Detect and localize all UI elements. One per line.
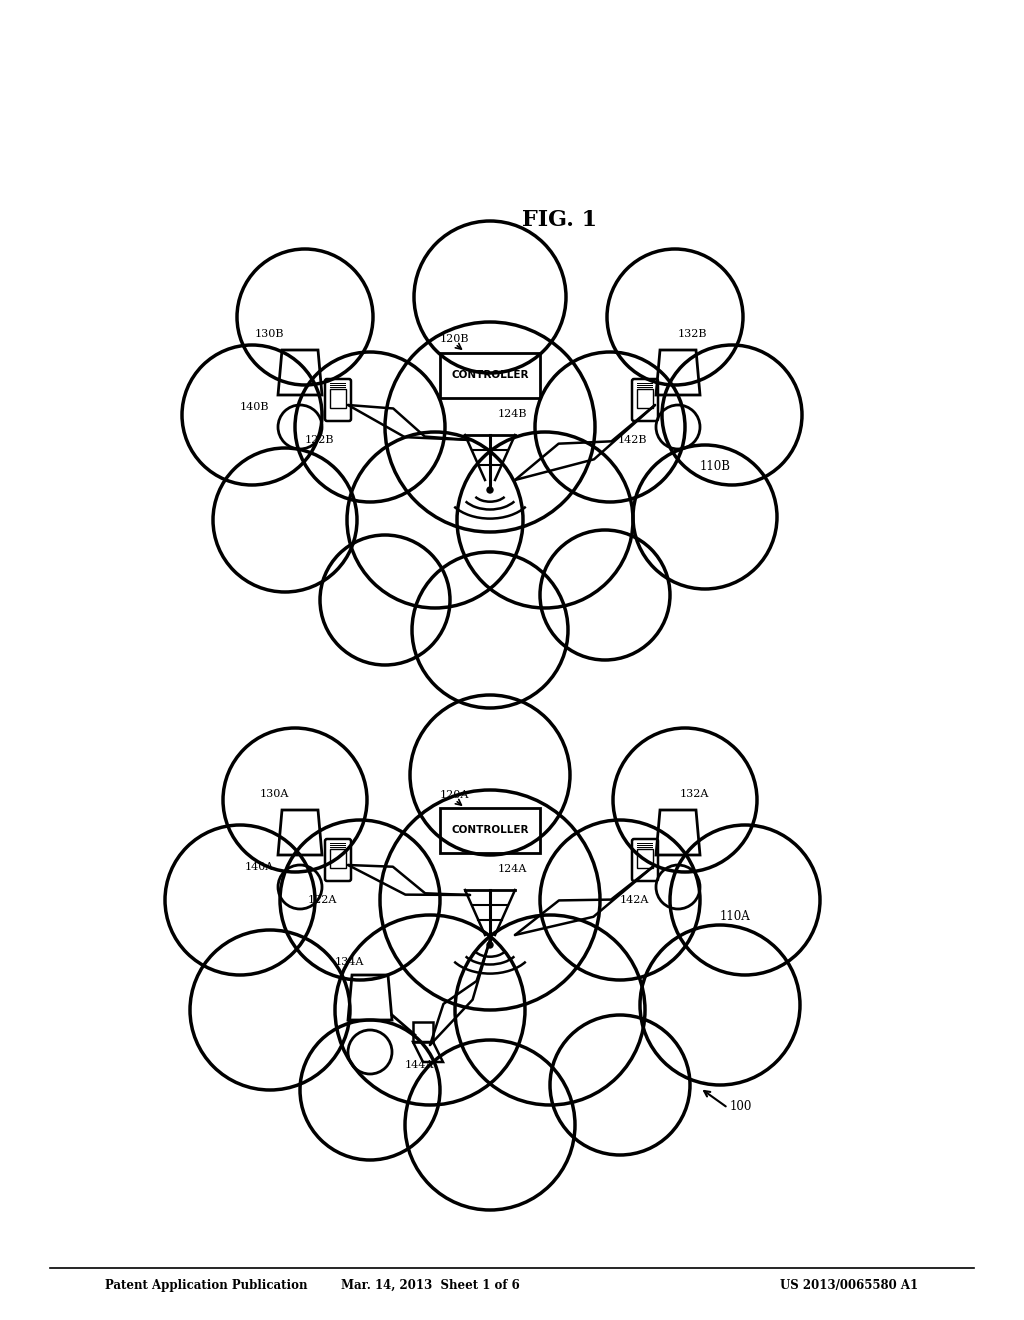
Circle shape [300, 1020, 440, 1160]
Text: 134A: 134A [335, 957, 365, 968]
Circle shape [406, 1040, 575, 1210]
Circle shape [487, 942, 493, 948]
Circle shape [410, 696, 570, 855]
Circle shape [613, 729, 757, 873]
Circle shape [182, 345, 322, 484]
Bar [330, 389, 346, 408]
Circle shape [662, 345, 802, 484]
Text: CONTROLLER: CONTROLLER [452, 370, 528, 380]
Circle shape [385, 322, 595, 532]
Text: 120B: 120B [440, 334, 469, 345]
Circle shape [237, 249, 373, 385]
Circle shape [457, 432, 633, 609]
Text: 132A: 132A [680, 789, 710, 799]
Circle shape [640, 925, 800, 1085]
Text: 132B: 132B [678, 329, 708, 339]
Text: 140A: 140A [245, 862, 274, 873]
Text: 110A: 110A [720, 909, 751, 923]
Circle shape [347, 432, 523, 609]
Text: FIG. 1: FIG. 1 [522, 209, 598, 231]
Circle shape [455, 915, 645, 1105]
Circle shape [380, 789, 600, 1010]
Circle shape [213, 447, 357, 591]
Text: CONTROLLER: CONTROLLER [452, 825, 528, 836]
Bar [440, 808, 540, 853]
Text: 130A: 130A [260, 789, 290, 799]
Circle shape [550, 1015, 690, 1155]
Circle shape [607, 249, 743, 385]
Circle shape [535, 352, 685, 502]
Circle shape [540, 820, 700, 979]
Circle shape [412, 552, 568, 708]
Circle shape [165, 825, 315, 975]
Circle shape [280, 820, 440, 979]
Circle shape [670, 825, 820, 975]
Text: 142B: 142B [618, 436, 647, 445]
Text: 130B: 130B [255, 329, 285, 339]
Bar [330, 849, 346, 869]
Circle shape [633, 445, 777, 589]
Text: 124B: 124B [498, 409, 527, 418]
Circle shape [487, 487, 493, 492]
Text: Mar. 14, 2013  Sheet 1 of 6: Mar. 14, 2013 Sheet 1 of 6 [341, 1279, 519, 1291]
Circle shape [190, 931, 350, 1090]
Circle shape [414, 220, 566, 374]
Bar [637, 389, 653, 408]
Text: Patent Application Publication: Patent Application Publication [105, 1279, 307, 1291]
Text: 122A: 122A [308, 895, 337, 906]
Text: 100: 100 [730, 1100, 753, 1113]
Circle shape [540, 531, 670, 660]
Text: 140B: 140B [240, 403, 269, 412]
Text: 144A: 144A [406, 1060, 434, 1071]
Text: 122B: 122B [305, 436, 335, 445]
Text: US 2013/0065580 A1: US 2013/0065580 A1 [780, 1279, 919, 1291]
Text: 142A: 142A [620, 895, 649, 906]
Circle shape [335, 915, 525, 1105]
Circle shape [319, 535, 450, 665]
Text: 120A: 120A [440, 789, 469, 800]
Circle shape [223, 729, 367, 873]
Text: 110B: 110B [700, 459, 731, 473]
Text: 124A: 124A [498, 865, 527, 874]
Bar [440, 352, 540, 397]
Bar [637, 849, 653, 869]
Circle shape [295, 352, 445, 502]
